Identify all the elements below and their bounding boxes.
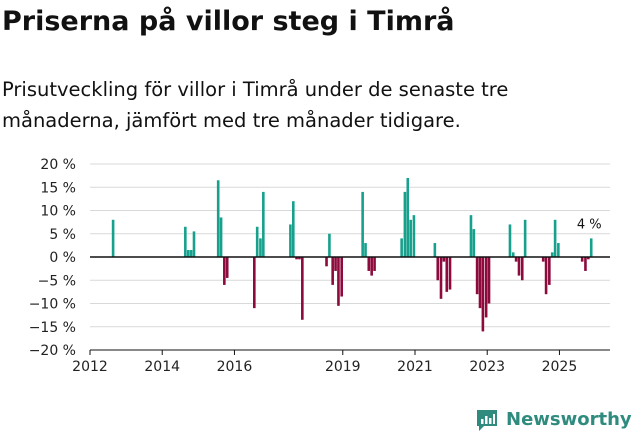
bar <box>373 257 376 271</box>
bar <box>292 201 295 257</box>
bar <box>361 191 364 257</box>
bar <box>219 217 223 257</box>
bar <box>262 191 265 257</box>
bar <box>445 257 449 292</box>
bar <box>298 257 301 260</box>
chart-title: Priserna på villor steg i Timrå <box>2 6 455 37</box>
y-tick-label: −20 % <box>29 343 76 359</box>
bar <box>448 257 452 290</box>
bar <box>223 257 226 285</box>
bar <box>517 257 521 276</box>
bar <box>186 250 190 257</box>
bar <box>370 257 373 276</box>
y-tick-label: −10 % <box>29 297 76 313</box>
bar <box>472 229 476 257</box>
bar <box>400 238 403 257</box>
bar <box>589 238 593 257</box>
x-tick-label: 2012 <box>72 359 108 372</box>
x-tick-label: 2025 <box>542 359 578 372</box>
bar <box>334 257 337 271</box>
y-tick-label: −5 % <box>38 273 76 289</box>
annotation-label: 4 % <box>577 217 602 232</box>
x-tick-label: 2019 <box>325 359 361 372</box>
bar <box>289 224 292 257</box>
bar <box>364 243 367 257</box>
bar <box>433 243 437 257</box>
bar <box>442 257 446 262</box>
bar <box>557 243 560 257</box>
bar <box>508 224 512 257</box>
y-tick-label: 0 % <box>49 250 76 266</box>
bar <box>328 233 331 257</box>
bar <box>255 226 259 257</box>
bar <box>406 177 410 257</box>
bar <box>484 257 488 318</box>
bar <box>192 231 196 257</box>
bar <box>514 257 518 262</box>
bar <box>511 252 515 257</box>
bar <box>550 252 554 257</box>
bar <box>584 257 587 271</box>
bar <box>553 219 557 257</box>
bar <box>331 257 334 285</box>
bar <box>184 226 187 257</box>
y-tick-label: 5 % <box>49 227 76 243</box>
bar <box>216 180 220 257</box>
bar <box>412 215 416 257</box>
bar <box>548 257 551 285</box>
bar <box>367 257 371 271</box>
bar <box>541 257 545 262</box>
bar <box>340 257 343 297</box>
bar <box>469 215 473 257</box>
newsworthy-icon <box>477 410 497 431</box>
bar <box>436 257 440 281</box>
bar <box>544 257 548 295</box>
bar <box>439 257 443 299</box>
bar <box>253 257 256 309</box>
bar <box>189 250 193 257</box>
bar <box>225 257 229 278</box>
bar <box>409 219 412 257</box>
bar <box>337 257 340 306</box>
bar <box>580 257 584 262</box>
bar <box>487 257 491 304</box>
y-tick-label: 10 % <box>40 204 76 220</box>
bar <box>403 191 407 257</box>
x-tick-label: 2023 <box>469 359 505 372</box>
x-tick-label: 2021 <box>397 359 433 372</box>
bar <box>301 257 304 320</box>
x-tick-label: 2014 <box>144 359 180 372</box>
y-tick-label: 15 % <box>40 180 76 196</box>
bar <box>523 219 527 257</box>
newsworthy-logo: Newsworthy <box>474 407 631 433</box>
bar <box>475 257 479 295</box>
chart-subtitle: Prisutveckling för villor i Timrå under … <box>2 78 509 132</box>
bar <box>111 219 115 257</box>
y-tick-label: −15 % <box>29 320 76 336</box>
brand-name: Newsworthy <box>506 409 631 430</box>
y-tick-label: 20 % <box>40 157 76 173</box>
x-tick-label: 2016 <box>217 359 253 372</box>
bar <box>520 257 524 281</box>
bar <box>478 257 482 309</box>
bar-chart: 20 %15 %10 %5 %0 %−5 %−10 %−15 %−20 %201… <box>29 157 610 372</box>
bar <box>295 257 298 260</box>
bar <box>587 257 590 260</box>
bar <box>259 238 262 257</box>
bar <box>481 257 485 332</box>
bar <box>325 257 328 267</box>
